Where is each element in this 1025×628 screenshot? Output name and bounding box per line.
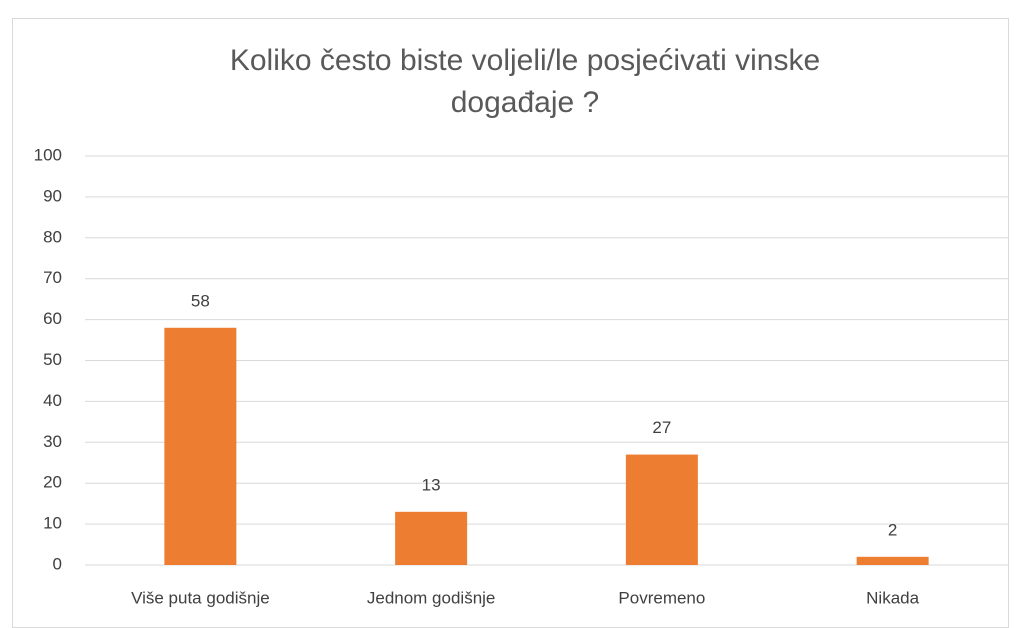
y-tick-label: 90 — [43, 186, 62, 205]
y-tick-label: 80 — [43, 227, 62, 246]
y-tick-label: 20 — [43, 473, 62, 492]
x-tick-label: Jednom godišnje — [367, 588, 496, 607]
chart-title: Koliko često biste voljeli/le posjećivat… — [229, 44, 821, 119]
x-tick-label: Više puta godišnje — [131, 588, 270, 607]
data-label: 58 — [191, 291, 210, 310]
y-tick-label: 50 — [43, 350, 62, 369]
data-label: 13 — [422, 475, 441, 494]
y-tick-label: 30 — [43, 432, 62, 451]
data-label: 2 — [888, 520, 897, 539]
bar — [625, 454, 698, 565]
y-tick-label: 60 — [43, 309, 62, 328]
y-tick-label: 10 — [43, 514, 62, 533]
x-tick-label: Nikada — [866, 588, 919, 607]
bar — [395, 511, 468, 565]
y-tick-label: 40 — [43, 391, 62, 410]
y-tick-label: 100 — [34, 145, 62, 164]
bar — [164, 327, 237, 565]
y-tick-label: 0 — [53, 554, 62, 573]
data-label: 27 — [652, 418, 671, 437]
y-tick-label: 70 — [43, 268, 62, 287]
x-tick-label: Povremeno — [618, 588, 705, 607]
bar — [856, 556, 929, 565]
